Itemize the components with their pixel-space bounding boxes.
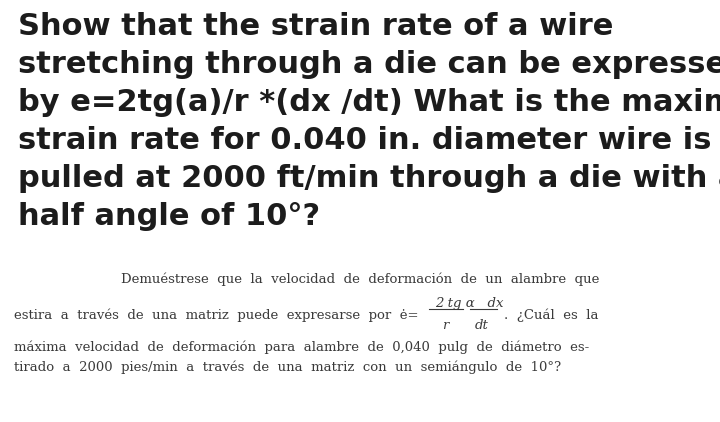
Text: tirado  a  2000  pies/min  a  través  de  una  matriz  con  un  semiángulo  de  : tirado a 2000 pies/min a través de una m… — [14, 360, 561, 373]
Text: .  ¿Cuál  es  la: . ¿Cuál es la — [504, 308, 598, 322]
Text: Show that the strain rate of a wire: Show that the strain rate of a wire — [18, 12, 613, 41]
Text: máxima  velocidad  de  deformación  para  alambre  de  0,040  pulg  de  diámetro: máxima velocidad de deformación para ala… — [14, 340, 589, 354]
Text: r: r — [442, 319, 448, 332]
Text: half angle of 10°?: half angle of 10°? — [18, 202, 320, 231]
Text: strain rate for 0.040 in. diameter wire is: strain rate for 0.040 in. diameter wire … — [18, 126, 711, 155]
Text: pulled at 2000 ft/min through a die with a: pulled at 2000 ft/min through a die with… — [18, 164, 720, 193]
Text: stretching through a die can be expressed: stretching through a die can be expresse… — [18, 50, 720, 79]
Text: by e=2tg(a)/r *(dx /dt) What is the maximum: by e=2tg(a)/r *(dx /dt) What is the maxi… — [18, 88, 720, 117]
Text: dt: dt — [475, 319, 489, 332]
Text: 2 tg α   dx: 2 tg α dx — [435, 297, 503, 310]
Text: estira  a  través  de  una  matriz  puede  expresarse  por  ė=: estira a través de una matriz puede expr… — [14, 308, 418, 322]
Text: Demuéstrese  que  la  velocidad  de  deformación  de  un  alambre  que: Demuéstrese que la velocidad de deformac… — [121, 272, 599, 286]
